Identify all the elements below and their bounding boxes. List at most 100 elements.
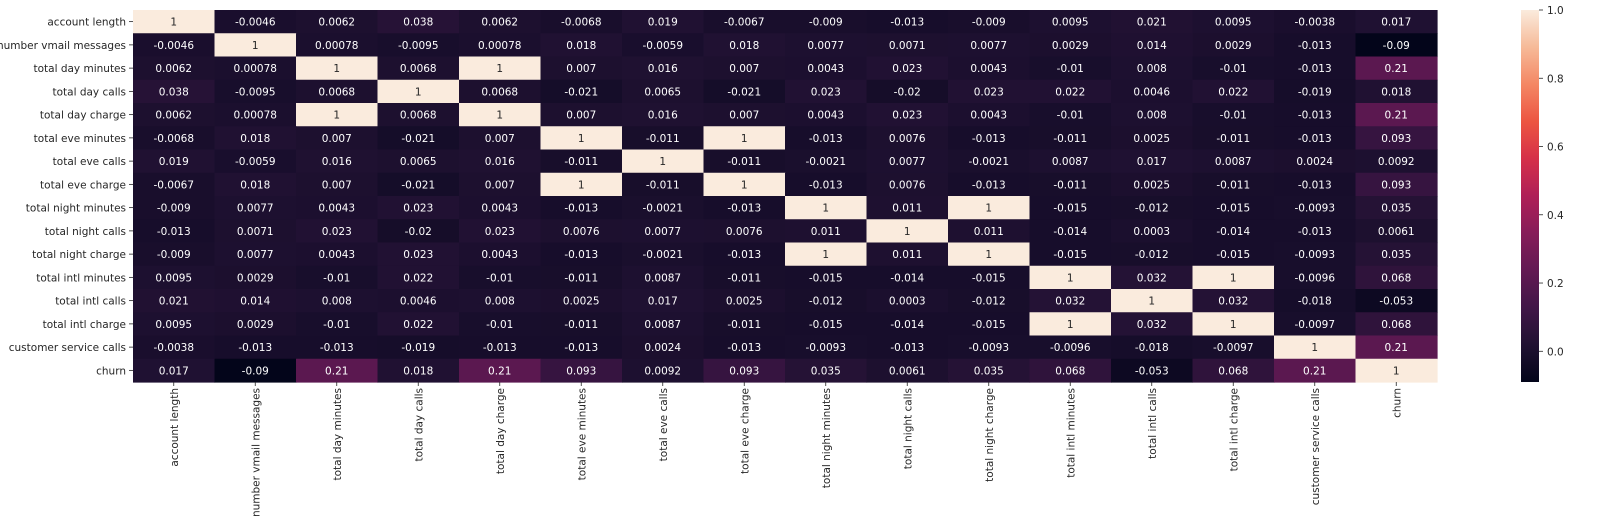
heatmap-cell xyxy=(214,242,297,267)
cell-value-label: -0.011 xyxy=(1216,133,1250,145)
cell-value-label: 0.0087 xyxy=(644,272,681,284)
cell-value-label: -0.01 xyxy=(486,319,513,331)
cell-value-label: -0.013 xyxy=(727,203,761,215)
cell-value-label: 0.0003 xyxy=(1133,226,1170,238)
cell-value-label: 0.0068 xyxy=(318,86,355,98)
heatmap-cell xyxy=(133,10,216,34)
cell-value-label: -0.021 xyxy=(727,86,761,98)
cell-value-label: 0.022 xyxy=(1218,86,1248,98)
heatmap-cell xyxy=(1274,56,1357,81)
cell-value-label: 0.007 xyxy=(322,179,352,191)
heatmap-cell xyxy=(1111,312,1194,337)
heatmap-cell xyxy=(133,126,216,151)
cell-value-label: 0.023 xyxy=(322,226,352,238)
cell-value-label: -0.0068 xyxy=(153,133,194,145)
cell-value-label: 0.00078 xyxy=(234,63,277,75)
cell-value-label: 0.023 xyxy=(485,226,515,238)
cell-value-label: 0.00078 xyxy=(478,40,521,52)
cell-value-label: 1 xyxy=(578,133,585,145)
heatmap-cell xyxy=(459,172,542,197)
heatmap-cell xyxy=(1355,56,1438,81)
heatmap-cell xyxy=(948,10,1031,34)
cell-value-label: -0.011 xyxy=(564,272,598,284)
cell-value-label: 0.0043 xyxy=(807,110,844,122)
cell-value-label: 0.0029 xyxy=(237,319,274,331)
cell-value-label: -0.018 xyxy=(1135,342,1169,354)
cell-value-label: -0.011 xyxy=(564,319,598,331)
heatmap-cell xyxy=(214,289,297,313)
cell-value-label: -0.013 xyxy=(890,17,924,29)
heatmap-cell xyxy=(459,56,542,81)
heatmap-cell xyxy=(1274,103,1357,127)
cell-value-label: 0.0076 xyxy=(726,226,763,238)
heatmap-cell xyxy=(622,265,705,290)
column-label: total night calls xyxy=(902,388,914,469)
heatmap-cell xyxy=(540,126,623,151)
heatmap-cell xyxy=(948,358,1031,383)
heatmap-cell xyxy=(703,10,786,34)
heatmap-cells: 1 -0.0046 0.0062 0.038 0.0062 -0.0068 0.019 -0.… xyxy=(133,10,1438,383)
heatmap-cell xyxy=(540,103,623,127)
heatmap-cell xyxy=(377,126,460,151)
column-label: total intl minutes xyxy=(1065,388,1077,478)
heatmap-cell xyxy=(1274,265,1357,290)
cell-value-label: 0.0071 xyxy=(237,226,274,238)
heatmap-cell xyxy=(214,196,297,220)
heatmap-cell xyxy=(703,219,786,244)
heatmap-cell xyxy=(296,10,379,34)
cell-value-label: -0.01 xyxy=(323,272,350,284)
heatmap-cell xyxy=(1274,196,1357,220)
cell-value-label: 0.022 xyxy=(1055,86,1085,98)
heatmap-cell xyxy=(296,289,379,313)
cell-value-label: 0.035 xyxy=(1381,249,1411,261)
heatmap-cell xyxy=(1192,312,1275,337)
heatmap-cell xyxy=(214,79,297,104)
heatmap-cell xyxy=(622,126,705,151)
row-label: total night calls xyxy=(45,226,126,238)
cell-value-label: -0.015 xyxy=(1216,203,1250,215)
cell-value-label: 1 xyxy=(659,156,666,168)
heatmap-cell xyxy=(785,126,868,151)
cell-value-label: -0.053 xyxy=(1379,296,1413,308)
heatmap-cell xyxy=(948,242,1031,267)
cell-value-label: 0.0092 xyxy=(1378,156,1415,168)
cell-value-label: 0.0076 xyxy=(563,226,600,238)
cell-value-label: 0.0046 xyxy=(1133,86,1170,98)
heatmap-cell xyxy=(1111,289,1194,313)
cell-value-label: -0.013 xyxy=(1298,63,1332,75)
heatmap-cell xyxy=(1355,196,1438,220)
heatmap-cell xyxy=(1192,126,1275,151)
cell-value-label: 1 xyxy=(415,86,422,98)
heatmap-cell xyxy=(785,79,868,104)
heatmap-cell xyxy=(377,335,460,360)
cell-value-label: 0.007 xyxy=(322,133,352,145)
heatmap-cell xyxy=(540,265,623,290)
heatmap-cell xyxy=(540,219,623,244)
cell-value-label: -0.021 xyxy=(564,86,598,98)
cell-value-label: 1 xyxy=(741,179,748,191)
heatmap-cell xyxy=(459,103,542,127)
heatmap-cell xyxy=(1029,103,1112,127)
cell-value-label: -0.013 xyxy=(809,133,843,145)
cell-value-label: -0.013 xyxy=(890,342,924,354)
heatmap-cell xyxy=(785,358,868,383)
cell-value-label: 0.035 xyxy=(974,365,1004,377)
cell-value-label: 0.068 xyxy=(1218,365,1248,377)
heatmap-cell xyxy=(1111,265,1194,290)
heatmap-cell xyxy=(1355,10,1438,34)
heatmap-cell xyxy=(377,149,460,174)
cell-value-label: 0.21 xyxy=(1385,63,1408,75)
heatmap-cell xyxy=(377,242,460,267)
heatmap-cell xyxy=(866,312,949,337)
cell-value-label: -0.012 xyxy=(972,296,1006,308)
heatmap-cell xyxy=(1355,265,1438,290)
cell-value-label: 1 xyxy=(1311,342,1318,354)
cell-value-label: 0.023 xyxy=(811,86,841,98)
heatmap-cell xyxy=(214,219,297,244)
cell-value-label: 0.0025 xyxy=(1133,133,1170,145)
cell-value-label: 0.0024 xyxy=(1296,156,1333,168)
cell-value-label: -0.013 xyxy=(564,249,598,261)
heatmap-cell xyxy=(1192,335,1275,360)
heatmap-cell xyxy=(1274,79,1357,104)
cell-value-label: 1 xyxy=(1393,365,1400,377)
